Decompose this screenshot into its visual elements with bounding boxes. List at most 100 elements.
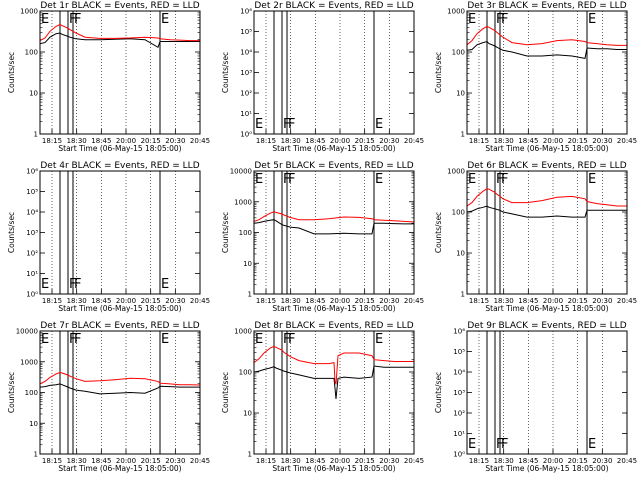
x-tick-label: 20:15	[355, 297, 375, 305]
y-tick-label: 10³	[26, 229, 38, 237]
x-tick-label: 20:30	[165, 457, 185, 465]
y-tick-label: 10000	[230, 168, 252, 176]
x-tick-label: 18:30	[281, 297, 301, 305]
x-tick-label: 20:45	[404, 297, 424, 305]
panel-det-4: Det 4r BLACK = Events, RED = LLD 10⁰ 10¹ 10…	[7, 161, 210, 313]
x-tick-label: 18:45	[518, 457, 538, 465]
panel-title: Det 2r BLACK = Events, RED = LLD	[254, 1, 413, 11]
panel-det-7: Det 7r BLACK = Events, RED = LLD 1 10 100 10…	[7, 321, 210, 473]
y-tick-label: 10²	[26, 250, 38, 258]
x-tick-label: 18:15	[469, 297, 489, 305]
y-tick-label: 10²	[453, 410, 465, 418]
panel-det-6: Det 6r BLACK = Events, RED = LLD 1 10 100 10…	[434, 161, 637, 313]
y-tick-label: 10⁰	[240, 131, 252, 139]
y-tick-label: 10	[456, 250, 465, 258]
panel-frame	[39, 170, 201, 295]
x-tick-label: 18:15	[256, 137, 276, 145]
x-tick-label: 20:00	[543, 297, 563, 305]
x-axis-label: Start Time (06-May-15 18:05:00)	[485, 304, 608, 313]
lld-series-line	[253, 211, 415, 223]
event-flag: F	[501, 437, 508, 452]
panel-det-8: Det 8r BLACK = Events, RED = LLD 1 10 100 10…	[221, 321, 424, 473]
y-tick-label: 1	[461, 291, 465, 299]
y-tick-label: 1000	[447, 168, 465, 176]
panel-det-1: Det 1r BLACK = Events, RED = LLD 1 10 100 10…	[7, 1, 210, 153]
event-flag: F	[496, 437, 503, 452]
y-tick-label: 10¹	[453, 430, 465, 438]
event-flag: F	[74, 12, 81, 27]
event-flag: F	[496, 172, 503, 187]
x-tick-label: 20:45	[404, 137, 424, 145]
y-tick-label: 1	[34, 451, 38, 459]
event-flag: F	[69, 277, 76, 292]
event-flag: F	[501, 172, 508, 187]
panel-title: Det 3r BLACK = Events, RED = LLD	[467, 1, 626, 11]
events-series-line	[466, 205, 627, 218]
event-flag: E	[161, 332, 169, 347]
y-tick-label: 1000	[447, 8, 465, 16]
x-tick-label: 20:15	[568, 137, 588, 145]
y-axis-label: Counts/sec	[7, 372, 16, 413]
x-tick-label: 18:30	[67, 137, 87, 145]
event-flag: E	[41, 277, 49, 292]
y-tick-label: 1	[461, 131, 465, 139]
panel-title: Det 8r BLACK = Events, RED = LLD	[254, 321, 413, 331]
y-axis-label: Counts/sec	[434, 372, 443, 413]
y-tick-label: 10¹	[26, 270, 38, 278]
y-tick-label: 10000	[16, 328, 38, 336]
x-tick-label: 18:45	[518, 297, 538, 305]
x-tick-label: 18:15	[256, 297, 276, 305]
x-tick-label: 18:45	[91, 137, 111, 145]
event-flag: E	[468, 12, 476, 27]
panel-title: Det 4r BLACK = Events, RED = LLD	[40, 161, 199, 171]
x-tick-label: 20:00	[543, 137, 563, 145]
lld-series-line	[466, 25, 627, 46]
y-tick-label: 1000	[20, 8, 38, 16]
panel-title: Det 7r BLACK = Events, RED = LLD	[40, 321, 199, 331]
x-tick-label: 20:30	[165, 137, 185, 145]
y-axis-label: Counts/sec	[7, 52, 16, 93]
y-tick-label: 10¹	[240, 110, 252, 118]
x-tick-label: 20:30	[592, 297, 612, 305]
x-tick-label: 20:45	[190, 297, 210, 305]
x-tick-label: 18:45	[91, 297, 111, 305]
x-tick-label: 20:15	[355, 137, 375, 145]
event-flag: E	[375, 332, 383, 347]
panel-det-5: Det 5r BLACK = Events, RED = LLD 1 10 100 10…	[221, 161, 424, 313]
event-flag: F	[74, 332, 81, 347]
y-tick-label: 10⁰	[26, 291, 38, 299]
events-series-line	[253, 365, 414, 400]
panel-frame	[39, 330, 201, 455]
y-tick-label: 10⁰	[453, 451, 465, 459]
y-tick-label: 10	[456, 90, 465, 98]
panel-det-3: Det 3r BLACK = Events, RED = LLD 1 10 100 10…	[434, 1, 637, 153]
event-flag: E	[468, 172, 476, 187]
y-tick-label: 1	[248, 291, 252, 299]
events-series-line	[466, 40, 627, 59]
event-flag: F	[69, 12, 76, 27]
y-tick-label: 10	[243, 410, 252, 418]
x-axis-label: Start Time (06-May-15 18:05:00)	[485, 464, 608, 473]
x-tick-label: 18:15	[256, 457, 276, 465]
x-tick-label: 18:45	[518, 137, 538, 145]
y-tick-label: 100	[239, 369, 252, 377]
event-flag: E	[161, 277, 169, 292]
y-tick-label: 10⁴	[453, 369, 465, 377]
y-tick-label: 100	[239, 229, 252, 237]
x-tick-label: 20:00	[116, 137, 136, 145]
x-tick-label: 20:15	[141, 457, 161, 465]
x-tick-label: 18:45	[305, 137, 325, 145]
panel-title: Det 9r BLACK = Events, RED = LLD	[467, 321, 626, 331]
x-tick-label: 20:00	[116, 457, 136, 465]
event-flag: F	[283, 332, 290, 347]
y-tick-label: 1	[248, 451, 252, 459]
y-tick-label: 1000	[234, 198, 252, 206]
event-flag: E	[468, 437, 476, 452]
y-axis-label: Counts/sec	[221, 212, 230, 253]
x-tick-label: 18:30	[67, 457, 87, 465]
x-tick-label: 20:15	[355, 457, 375, 465]
panel-frame	[39, 10, 201, 135]
lld-series-line	[39, 371, 201, 386]
panel-frame	[466, 10, 628, 135]
y-tick-label: 10³	[240, 69, 252, 77]
